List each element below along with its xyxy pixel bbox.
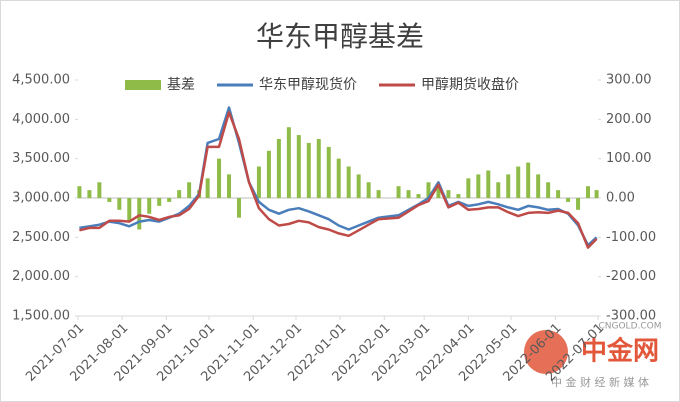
price-line (79, 111, 598, 249)
legend-label: 华东甲醇现货价 (259, 76, 357, 93)
basis-bar (436, 186, 441, 198)
basis-bar (296, 135, 301, 198)
logo-text: 中金网 (581, 336, 659, 367)
y-tick-label: 4,000.00 (12, 112, 70, 127)
basis-bar (117, 198, 122, 210)
y-tick-label: 3,000.00 (12, 191, 70, 206)
basis-bar (256, 166, 261, 198)
basis-bar (566, 198, 571, 202)
basis-bar (556, 190, 561, 198)
y-tick-label: 2,500.00 (12, 230, 70, 245)
basis-bar (476, 174, 481, 198)
y2-tick-label: 300.00 (606, 73, 652, 88)
basis-bar (107, 198, 112, 202)
basis-bar (157, 198, 162, 206)
basis-bar (486, 170, 491, 198)
basis-bar (336, 158, 341, 198)
basis-bar (516, 166, 521, 198)
basis-bar (137, 198, 142, 230)
y2-tick-label: 100.00 (606, 151, 652, 166)
logo-tagline: 中 金 财 经 新 媒 体 (551, 375, 649, 389)
basis-bar (97, 182, 102, 198)
basis-bar (376, 190, 381, 198)
basis-bar (526, 162, 531, 198)
basis-bar (536, 174, 541, 198)
y-tick-label: 2,000.00 (12, 269, 70, 284)
basis-bar (466, 178, 471, 198)
y-tick-label: 3,500.00 (12, 151, 70, 166)
basis-bar (77, 186, 82, 198)
basis-bar (127, 198, 132, 222)
legend-label: 基差 (167, 76, 195, 93)
basis-bar (217, 158, 222, 198)
basis-bar (187, 182, 192, 198)
basis-bar (276, 139, 281, 198)
basis-bar (147, 198, 152, 214)
basis-bar (346, 166, 351, 198)
basis-bar (406, 190, 411, 198)
basis-bar (87, 190, 92, 198)
logo-site: CNGOLD.COM (598, 322, 661, 332)
basis-bar (416, 194, 421, 198)
y-tick-label: 1,500.00 (12, 309, 70, 324)
basis-bar (396, 186, 401, 198)
basis-bar (167, 198, 172, 202)
basis-bar (426, 182, 431, 198)
y-tick-label: 4,500.00 (12, 73, 70, 88)
basis-bar (594, 190, 599, 198)
basis-bar (586, 186, 591, 198)
basis-bar (366, 182, 371, 198)
basis-bar (446, 190, 451, 198)
basis-bar (576, 198, 581, 210)
basis-bar (326, 146, 331, 198)
y2-tick-label: 0.00 (606, 191, 635, 206)
basis-bar (356, 174, 361, 198)
basis-bar (506, 174, 511, 198)
basis-bar (286, 127, 291, 198)
legend-label: 甲醇期货收盘价 (421, 76, 519, 93)
chart-title: 华东甲醇基差 (256, 20, 424, 53)
basis-bar (316, 139, 321, 198)
basis-bar (266, 150, 271, 198)
y2-tick-label: -200.00 (606, 269, 656, 284)
basis-bar (306, 142, 311, 198)
basis-bar (205, 178, 210, 198)
basis-bar (227, 174, 232, 198)
y2-tick-label: -300.00 (606, 309, 656, 324)
legend-swatch (125, 80, 161, 90)
basis-bar (496, 182, 501, 198)
basis-bar (456, 194, 461, 198)
basis-bar (546, 182, 551, 198)
y2-tick-label: 200.00 (606, 112, 652, 127)
logo-icon (524, 330, 568, 374)
y2-tick-label: -100.00 (606, 230, 656, 245)
basis-bar (177, 190, 182, 198)
basis-bar (236, 198, 241, 218)
